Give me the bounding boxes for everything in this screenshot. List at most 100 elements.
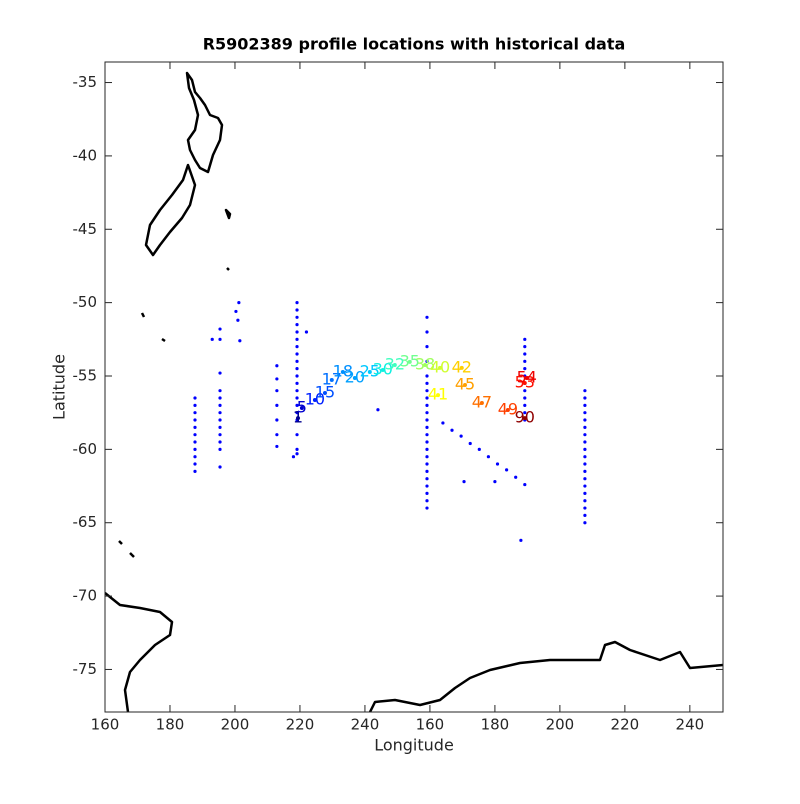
historical-point — [425, 403, 429, 407]
profile-label: 45 — [455, 374, 475, 393]
historical-point — [193, 469, 197, 473]
x-tick-label: 180 — [156, 716, 185, 734]
historical-point — [218, 447, 222, 451]
profile-label: 15 — [315, 383, 335, 402]
historical-point — [523, 396, 527, 400]
chart-title: R5902389 profile locations with historic… — [203, 35, 626, 54]
profile-point — [436, 393, 441, 398]
historical-point — [218, 389, 222, 393]
historical-point — [295, 433, 299, 437]
profile-point — [407, 359, 412, 364]
profile-point — [352, 376, 357, 381]
profile-label: 20 — [345, 368, 365, 387]
historical-point — [218, 465, 222, 469]
x-tick-label: 240 — [351, 716, 380, 734]
historical-point — [519, 538, 523, 542]
historical-point — [425, 374, 429, 378]
x-tick-label: 160 — [416, 716, 445, 734]
y-tick-label: -65 — [73, 513, 98, 531]
historical-point — [218, 371, 222, 375]
historical-point — [468, 441, 472, 446]
profile-point — [329, 377, 334, 382]
historical-point — [218, 411, 222, 415]
historical-point — [583, 418, 587, 422]
historical-point — [425, 499, 429, 503]
profile-label: 30 — [373, 359, 393, 378]
historical-point — [583, 433, 587, 437]
historical-point — [238, 339, 242, 343]
historical-point — [295, 403, 299, 407]
profile-label: 18 — [333, 362, 353, 381]
x-tick-label: 200 — [546, 716, 575, 734]
historical-point — [193, 433, 197, 437]
historical-point — [583, 513, 587, 517]
historical-point — [295, 359, 299, 363]
x-tick-label: 160 — [91, 716, 120, 734]
historical-point — [425, 469, 429, 473]
historical-point — [193, 396, 197, 400]
historical-point — [295, 323, 299, 327]
profile-point — [423, 362, 428, 367]
historical-point — [291, 455, 296, 459]
y-tick-label: -70 — [73, 587, 98, 605]
historical-point — [493, 480, 497, 484]
historical-point — [295, 345, 299, 349]
profile-label: 54 — [517, 368, 537, 387]
profile-label: 42 — [452, 357, 472, 376]
historical-point — [275, 418, 279, 422]
historical-point — [583, 491, 587, 495]
x-axis-label: Longitude — [374, 736, 454, 755]
historical-point — [425, 359, 429, 363]
historical-point — [425, 330, 429, 334]
historical-point — [295, 330, 299, 334]
historical-point — [425, 418, 429, 422]
profile-point — [459, 365, 464, 370]
historical-point — [462, 480, 466, 484]
profile-label: 35 — [400, 351, 420, 370]
historical-point — [523, 359, 527, 363]
historical-point — [523, 345, 527, 349]
historical-point — [275, 389, 279, 393]
historical-point — [523, 389, 527, 393]
historical-point — [295, 411, 299, 415]
profile-point — [522, 416, 527, 421]
profile-point — [312, 398, 317, 403]
profile-label: 25 — [360, 362, 380, 381]
profile-point — [437, 365, 442, 370]
historical-point — [193, 418, 197, 422]
historical-point — [295, 396, 299, 400]
historical-point — [193, 411, 197, 415]
historical-point — [495, 462, 500, 466]
historical-point — [193, 462, 197, 466]
historical-point — [218, 327, 222, 331]
historical-point — [523, 337, 527, 341]
profile-point — [340, 370, 345, 375]
historical-point — [583, 506, 587, 510]
profile-point — [380, 367, 385, 372]
coastline — [118, 208, 232, 558]
profile-label: 38 — [415, 354, 435, 373]
historical-point — [583, 499, 587, 503]
historical-point — [193, 440, 197, 444]
historical-point — [275, 403, 279, 407]
historical-point — [237, 301, 241, 305]
historical-point — [523, 482, 527, 487]
profile-label: 90 — [515, 408, 535, 427]
historical-point — [275, 364, 279, 368]
historical-point — [193, 447, 197, 451]
historical-point — [425, 506, 429, 510]
profile-point — [522, 381, 527, 386]
historical-point — [295, 447, 299, 451]
x-tick-label: 180 — [481, 716, 510, 734]
historical-point — [193, 403, 197, 407]
historical-point — [425, 381, 429, 385]
y-tick-label: -60 — [73, 440, 98, 458]
historical-point — [218, 440, 222, 444]
y-axis-label: Latitude — [50, 354, 69, 420]
historical-point — [425, 440, 429, 444]
historical-point — [218, 433, 222, 437]
historical-point — [218, 396, 222, 400]
historical-point — [425, 447, 429, 451]
historical-point — [441, 421, 445, 425]
